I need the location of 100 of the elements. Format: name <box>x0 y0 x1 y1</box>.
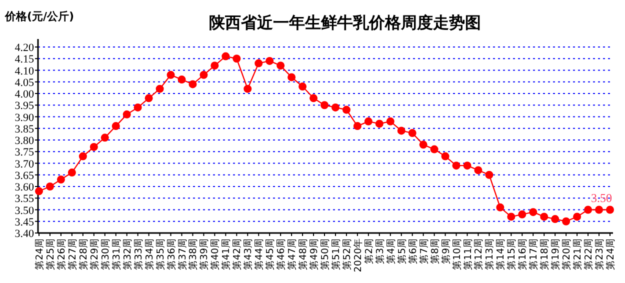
point <box>68 168 76 177</box>
x-tick-label: 第35周 <box>154 238 166 270</box>
x-tick-label: 第32周 <box>121 238 134 270</box>
point <box>551 215 560 224</box>
point <box>188 80 197 88</box>
point <box>595 206 604 214</box>
point <box>353 122 362 130</box>
point <box>166 70 175 79</box>
y-tick-label: 3.55 <box>14 193 34 206</box>
x-tick-label: 第36周 <box>165 238 178 270</box>
point <box>375 120 384 128</box>
point <box>331 103 340 112</box>
x-tick-label: 第40周 <box>209 238 222 270</box>
point <box>200 70 208 79</box>
x-tick-label: 第25周 <box>44 238 56 270</box>
x-tick-label: 第48周 <box>297 238 310 270</box>
point <box>496 203 504 212</box>
x-tick-label: 第20周 <box>560 238 573 270</box>
point <box>320 101 328 110</box>
y-tick-label: 3.65 <box>14 170 34 182</box>
point <box>244 84 252 93</box>
y-tick-label: 3.40 <box>14 228 34 240</box>
x-tick-label: 第29周 <box>88 238 100 270</box>
y-tick-label: 4.00 <box>14 88 34 100</box>
y-tick-label: 3.45 <box>14 216 34 228</box>
y-tick-label: 3.70 <box>14 158 34 170</box>
point <box>452 162 460 170</box>
x-tick-label: 第26周 <box>55 238 68 270</box>
point <box>78 152 87 160</box>
point <box>507 212 516 221</box>
y-tick-label: 3.90 <box>14 112 34 124</box>
x-tick-label: 第41周 <box>220 238 232 270</box>
point <box>210 62 219 70</box>
y-tick-label: 3.50 <box>14 204 34 217</box>
x-tick-label: 第43周 <box>242 238 254 270</box>
x-tick-label: 第21周 <box>572 238 584 270</box>
point <box>222 52 230 60</box>
point <box>254 59 263 68</box>
x-tick-label: 第17周 <box>528 238 540 270</box>
point <box>441 152 450 160</box>
x-tick-label: 第30周 <box>99 238 112 270</box>
point <box>310 94 318 102</box>
x-tick-label: 第14周 <box>494 238 507 270</box>
point <box>463 162 472 170</box>
point <box>419 140 428 149</box>
point <box>562 217 570 226</box>
point <box>518 210 526 218</box>
x-tick-label: 第9周 <box>440 238 452 264</box>
point <box>100 134 109 142</box>
x-tick-label: 第22周 <box>582 238 595 270</box>
y-tick-label: 3.80 <box>14 135 34 147</box>
x-tick-label: 第44周 <box>253 238 266 270</box>
point <box>90 142 98 151</box>
point <box>540 212 548 221</box>
point <box>232 54 241 63</box>
x-tick-label: 第6周 <box>406 238 419 264</box>
x-tick-label: 第15周 <box>506 238 518 270</box>
point <box>298 82 307 91</box>
point <box>266 56 274 65</box>
y-tick-label: 3.85 <box>14 123 34 136</box>
x-tick-label: 第7周 <box>418 238 430 264</box>
point <box>288 73 296 82</box>
point <box>364 117 372 126</box>
point <box>122 110 131 118</box>
x-tick-label: 第38周 <box>187 238 200 270</box>
point <box>474 166 482 174</box>
point <box>144 94 153 102</box>
x-tick-label: 第31周 <box>110 238 122 270</box>
y-tick-label: 4.20 <box>14 42 34 54</box>
x-tick-label: 第24周 <box>604 238 616 270</box>
point <box>112 122 120 130</box>
x-tick-label: 第45周 <box>264 238 276 270</box>
x-tick-label: 第50周 <box>319 238 331 270</box>
point <box>156 84 164 93</box>
y-tick-label: 4.05 <box>14 76 34 89</box>
x-tick-label: 第8周 <box>428 238 441 264</box>
point <box>430 145 438 154</box>
x-tick-label: 第42周 <box>231 238 244 270</box>
y-tick-label: 3.95 <box>14 100 34 112</box>
point <box>584 206 592 214</box>
x-tick-label: 第4周 <box>384 238 397 264</box>
point <box>46 182 54 190</box>
x-tick-label: 第47周 <box>286 238 298 270</box>
y-tick-label: 4.10 <box>14 65 34 78</box>
point <box>485 170 494 179</box>
x-tick-label: 第5周 <box>396 238 408 264</box>
x-tick-label: 第2周 <box>362 238 375 264</box>
x-tick-label: 第52周 <box>340 238 353 270</box>
x-tick-label: 第28周 <box>77 238 90 270</box>
x-tick-label: 第27周 <box>66 238 78 270</box>
point <box>386 117 394 126</box>
x-tick-label: 第19周 <box>550 238 562 270</box>
point <box>397 126 406 135</box>
x-tick-label: 第18周 <box>538 238 551 270</box>
x-tick-label: 第46周 <box>275 238 288 270</box>
chart-title: 陕西省近一年生鲜牛乳价格周度走势图 <box>209 13 481 32</box>
point <box>529 208 538 216</box>
point <box>178 76 186 84</box>
x-tick-label: 第49周 <box>308 238 320 270</box>
x-tick-label: 2020年 <box>352 238 364 272</box>
